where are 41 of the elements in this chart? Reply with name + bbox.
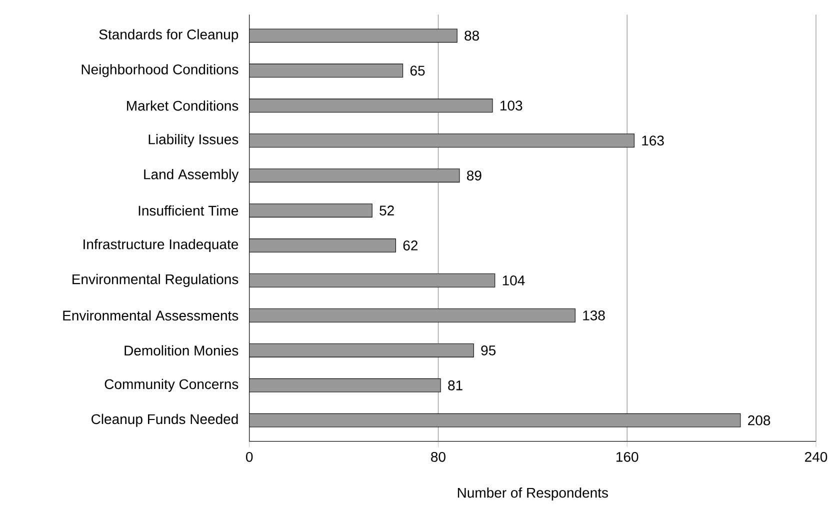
bar: [249, 343, 474, 358]
bar: [249, 28, 458, 43]
data-label: 65: [410, 66, 425, 76]
data-label: 104: [502, 276, 525, 286]
y-tick-label: Cleanup Funds Needed: [92, 414, 238, 427]
y-tick-label: Market Conditions: [127, 100, 238, 111]
x-tick-label: 80: [431, 452, 446, 462]
data-label: 62: [403, 240, 418, 250]
data-label: 208: [748, 415, 770, 426]
bar: [249, 98, 493, 113]
data-label: 163: [642, 136, 664, 146]
data-label: 52: [380, 206, 394, 216]
x-tick-label: 0: [246, 452, 253, 462]
data-label: 138: [583, 310, 605, 320]
data-label: 103: [500, 100, 522, 111]
bar: [249, 274, 496, 288]
bar: [249, 134, 634, 148]
y-tick-label: Demolition Monies: [124, 345, 238, 356]
data-label: 88: [464, 30, 479, 41]
y-tick-label: Liability Issues: [148, 134, 238, 148]
data-label: 89: [467, 170, 482, 180]
bar: [249, 168, 460, 182]
bar: [249, 308, 576, 322]
x-tick-label: 160: [616, 452, 638, 462]
bar: [249, 238, 396, 252]
y-tick-label: Standards for Cleanup: [99, 29, 238, 42]
data-label: 81: [448, 380, 462, 390]
bar: [249, 378, 441, 392]
y-tick-label: Environmental Regulations: [72, 274, 238, 287]
y-tick-label: Insufficient Time: [138, 205, 238, 216]
bar: [249, 204, 372, 218]
y-tick-label: Neighborhood Conditions: [82, 64, 238, 78]
y-tick-label: Community Concerns: [104, 378, 238, 392]
x-tick-label: 240: [805, 452, 828, 462]
bar: [249, 413, 741, 428]
x-axis-title: Number of Respondents: [458, 487, 608, 501]
bar: [249, 64, 404, 78]
y-tick-label: Environmental Assessments: [63, 310, 238, 321]
y-tick-label: Land Assembly: [144, 169, 239, 182]
data-label: 95: [481, 345, 496, 356]
y-tick-label: Infrastructure Inadequate: [84, 238, 238, 252]
